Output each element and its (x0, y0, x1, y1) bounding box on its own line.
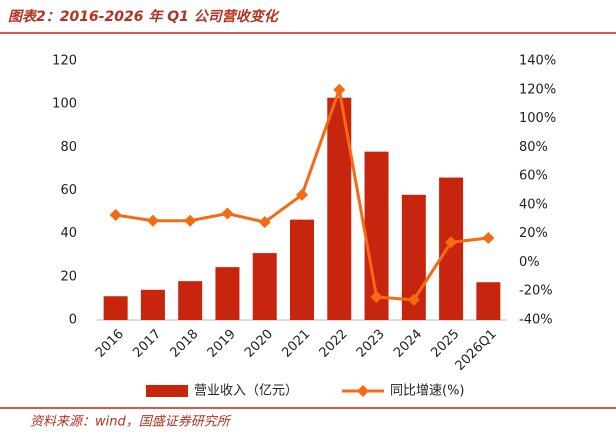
bar (215, 267, 240, 320)
legend-label: 营业收入（亿元） (194, 384, 298, 399)
x-tick-label: 2016 (93, 327, 127, 361)
line-marker (407, 293, 420, 306)
chart-title: 图表2：2016-2026 年 Q1 公司营收变化 (8, 8, 280, 25)
bar (178, 281, 203, 320)
x-tick-label: 2018 (167, 327, 201, 361)
line-marker (296, 188, 308, 201)
y2-tick-label: 120% (519, 82, 556, 97)
y2-tick-label: -20% (519, 284, 553, 299)
x-tick-label: 2025 (428, 327, 462, 361)
bar (252, 253, 277, 320)
y-tick-label: 80 (60, 140, 77, 155)
legend-swatch-marker (357, 385, 369, 397)
line-marker (221, 207, 234, 220)
x-tick-label: 2017 (130, 327, 164, 361)
y2-tick-label: 80% (519, 140, 548, 155)
y2-tick-label: 100% (519, 111, 556, 126)
source-note: 资料来源：wind，国盛证券研究所 (30, 414, 232, 430)
x-tick-label: 2021 (279, 327, 313, 361)
y2-tick-label: 0% (519, 255, 540, 270)
bar (439, 177, 464, 320)
y-tick-label: 20 (60, 269, 77, 284)
bar (140, 289, 165, 320)
x-tick-label: 2024 (391, 327, 425, 361)
x-tick-label: 2022 (317, 327, 351, 361)
bar (103, 296, 128, 320)
line-marker (445, 236, 458, 249)
bar (290, 219, 314, 320)
y2-tick-label: 140% (519, 54, 556, 69)
line-marker (184, 214, 197, 227)
bar (476, 282, 501, 320)
y2-tick-label: -40% (519, 313, 553, 328)
line-marker (258, 216, 271, 229)
line-marker (146, 214, 159, 227)
x-tick-label: 2020 (242, 327, 276, 361)
y2-tick-label: 20% (519, 226, 548, 241)
x-tick-label: 2026Q1 (453, 327, 500, 374)
y-tick-label: 0 (69, 313, 77, 328)
line-marker (109, 208, 122, 221)
y-tick-label: 40 (60, 226, 77, 241)
y2-tick-label: 40% (519, 197, 548, 212)
y-tick-label: 100 (52, 97, 77, 112)
x-tick-label: 2019 (205, 327, 239, 361)
line-marker (482, 231, 495, 244)
y-tick-label: 60 (60, 183, 77, 198)
legend-swatch (146, 385, 188, 397)
legend-label: 同比增速(%) (390, 384, 465, 399)
y2-tick-label: 60% (519, 169, 548, 184)
y-tick-label: 120 (52, 54, 77, 69)
line-marker (333, 83, 346, 96)
x-tick-label: 2023 (354, 327, 388, 361)
line-marker (370, 290, 383, 303)
